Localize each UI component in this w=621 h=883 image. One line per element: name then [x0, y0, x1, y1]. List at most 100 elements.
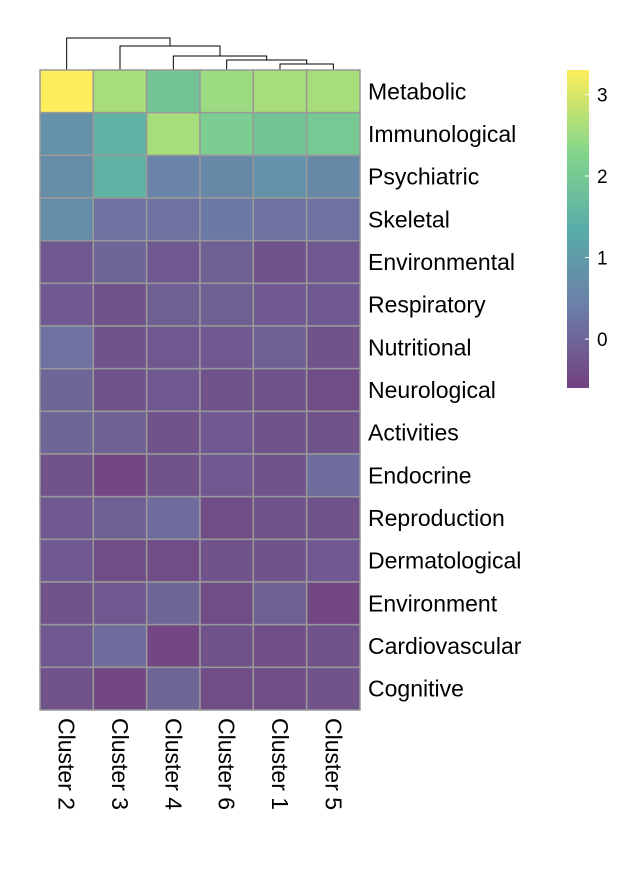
heatmap-cell: [145, 239, 201, 285]
heatmap-cell: [92, 410, 148, 455]
heatmap-cell: [199, 367, 255, 413]
column-label: Cluster 6: [214, 718, 240, 810]
heatmap-cell: [145, 538, 201, 583]
row-label: Reproduction: [368, 505, 505, 531]
row-label: Psychiatric: [368, 164, 479, 190]
colorbar-tick-label: 0: [597, 330, 608, 351]
heatmap-cell: [199, 581, 255, 626]
row-label: Environment: [368, 590, 498, 616]
heatmap-cell: [39, 239, 95, 285]
heatmap-cell: [92, 538, 148, 583]
heatmap-cell: [199, 282, 255, 327]
heatmap-cell: [199, 154, 255, 199]
row-label: Dermatological: [368, 548, 521, 574]
heatmap-cell: [39, 69, 95, 114]
heatmap-cell: [145, 666, 201, 711]
heatmap-cell: [92, 154, 148, 199]
heatmap-cell: [252, 453, 308, 498]
heatmap-cell: [305, 69, 361, 114]
heatmap-cell: [39, 538, 95, 583]
heatmap-cell: [39, 623, 95, 669]
column-label: Cluster 1: [267, 718, 293, 810]
heatmap-cell: [305, 410, 361, 455]
heatmap-cell: [92, 623, 148, 669]
heatmap-cell: [252, 325, 308, 370]
heatmap-cell: [305, 581, 361, 626]
heatmap-cell: [145, 453, 201, 498]
heatmap-cell: [305, 282, 361, 327]
heatmap-cell: [199, 69, 255, 114]
colorbar-tick-label: 1: [597, 249, 608, 270]
heatmap-cell: [145, 367, 201, 413]
heatmap-cell: [92, 197, 148, 242]
heatmap-cell: [252, 623, 308, 669]
heatmap-cell: [92, 239, 148, 285]
heatmap-cell: [92, 453, 148, 498]
heatmap-cell: [252, 197, 308, 242]
heatmap-cell: [145, 581, 201, 626]
dendrogram-link: [279, 63, 334, 70]
heatmap-cell: [92, 495, 148, 541]
row-labels: Metabolic Immunological Psychiatric Skeleta…: [368, 78, 522, 701]
heatmap-cell: [305, 495, 361, 541]
row-label: Neurological: [368, 377, 496, 403]
heatmap-cell: [305, 111, 361, 157]
heatmap-cell: [92, 111, 148, 157]
heatmap-cell: [39, 453, 95, 498]
row-label: Skeletal: [368, 206, 450, 232]
column-dendrogram: [66, 37, 334, 70]
heatmap-cell: [92, 367, 148, 413]
heatmap-cell: [145, 111, 201, 157]
heatmap-cell: [92, 325, 148, 370]
row-label: Cardiovascular: [368, 633, 522, 659]
colorbar-tick-label: 2: [597, 167, 608, 188]
row-label: Immunological: [368, 121, 516, 147]
heatmap-cell: [39, 197, 95, 242]
heatmap-cell: [145, 495, 201, 541]
heatmap-cell: [252, 154, 308, 199]
heatmap-cell: [199, 197, 255, 242]
heatmap-cell: [39, 581, 95, 626]
heatmap-cell: [305, 367, 361, 413]
heatmap-cell: [145, 282, 201, 327]
row-label: Cognitive: [368, 676, 464, 702]
column-label: Cluster 3: [107, 718, 133, 810]
heatmap-cell: [39, 495, 95, 541]
heatmap-cell: [305, 325, 361, 370]
heatmap-cell: [199, 325, 255, 370]
heatmap-cell: [145, 410, 201, 455]
dendrogram-link: [119, 45, 221, 70]
row-label: Nutritional: [368, 334, 472, 360]
heatmap-cell: [305, 666, 361, 711]
heatmap-cell: [92, 282, 148, 327]
heatmap-cell: [252, 282, 308, 327]
heatmap-cell: [252, 367, 308, 413]
heatmap-cell: [145, 623, 201, 669]
heatmap-cell: [252, 666, 308, 711]
row-label: Activities: [368, 420, 459, 446]
heatmap-cell: [145, 197, 201, 242]
heatmap-cell: [39, 410, 95, 455]
heatmap-cell: [92, 666, 148, 711]
heatmap-cell: [199, 495, 255, 541]
heatmap-cell: [199, 623, 255, 669]
heatmap-cell: [199, 410, 255, 455]
row-label: Respiratory: [368, 292, 486, 318]
heatmap-cell: [305, 239, 361, 285]
heatmap-cell: [145, 69, 201, 114]
heatmap-cell: [145, 325, 201, 370]
heatmap-cells: [39, 69, 361, 711]
column-label: Cluster 5: [320, 718, 346, 810]
colorbar-legend: 3 2 1 0: [567, 70, 608, 388]
heatmap-cell: [39, 325, 95, 370]
column-label: Cluster 4: [160, 718, 186, 810]
colorbar-gradient: [567, 70, 589, 388]
row-label: Environmental: [368, 249, 515, 275]
heatmap-cell: [199, 666, 255, 711]
heatmap-cell: [39, 154, 95, 199]
heatmap-cell: [39, 666, 95, 711]
heatmap-cell: [252, 69, 308, 114]
heatmap-cell: [199, 538, 255, 583]
heatmap-cell: [199, 239, 255, 285]
dendrogram-link: [66, 37, 171, 70]
